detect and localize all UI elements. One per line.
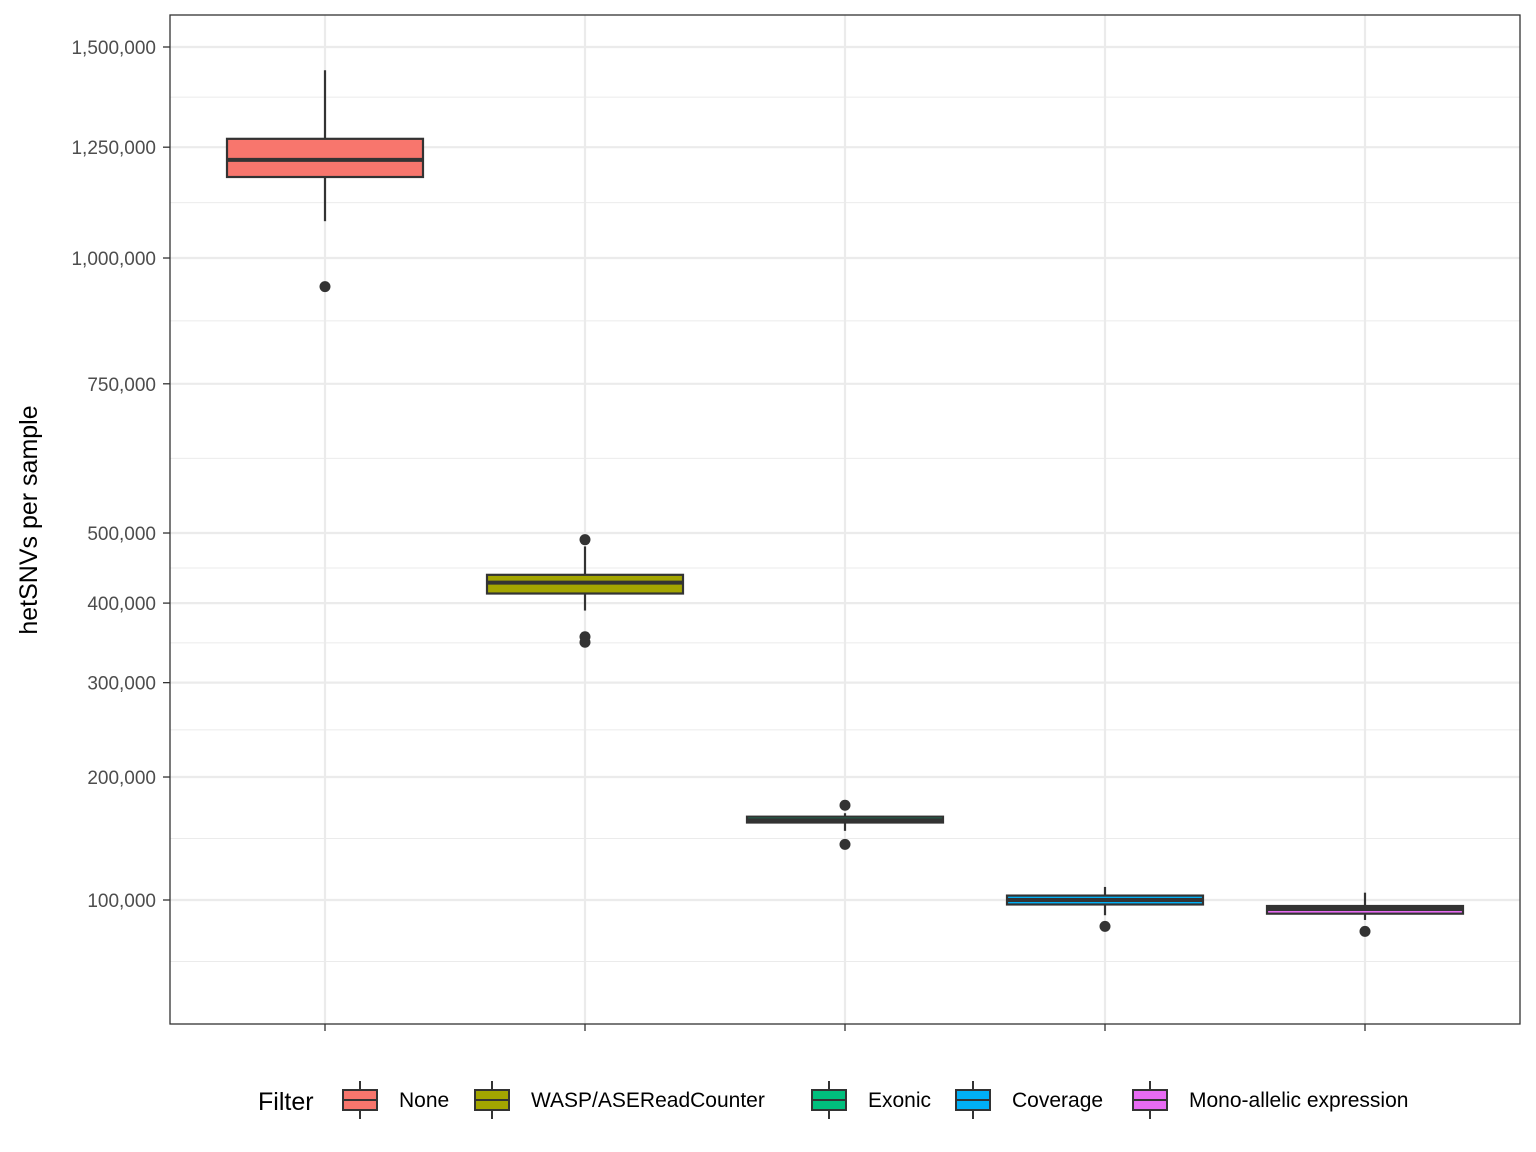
legend-label: Mono-allelic expression [1189,1089,1408,1112]
legend-item: Coverage [955,1081,1103,1119]
y-tick-label: 1,000,000 [71,249,156,270]
outlier-point [1359,925,1371,937]
y-tick-label: 300,000 [87,674,156,695]
box-coverage [1005,886,1205,932]
y-tick-label: 1,500,000 [71,38,156,59]
y-tick-label: 400,000 [87,594,156,615]
outlier-point [579,636,591,648]
boxplot-series [225,70,1465,937]
box-exonic [745,799,945,850]
y-tick-label: 100,000 [87,891,156,912]
major-gridlines [170,15,1520,1024]
y-axis-title: hetSNVs per sample [15,405,43,634]
legend-label: Coverage [1012,1089,1103,1112]
y-tick-label: 750,000 [87,375,156,396]
x-axis [324,1024,1366,1031]
box-none [225,70,425,293]
legend-label: None [399,1089,449,1112]
legend-item: None [342,1081,449,1119]
legend-item: Exonic [811,1081,931,1119]
outlier-point [1099,920,1111,932]
legend-label: Exonic [868,1089,931,1112]
legend-item: Mono-allelic expression [1132,1081,1408,1119]
y-tick-label: 1,250,000 [71,138,156,159]
outlier-point [839,799,851,811]
legend-label: WASP/ASEReadCounter [531,1089,765,1112]
outlier-point [319,281,331,293]
y-tick-label: 500,000 [87,524,156,545]
y-axis: 100,000 200,000 300,000 400,000 500,000 750,0… [71,38,170,912]
box-mono-allelic-expression [1265,892,1465,937]
legend: Filter None WASP/ASEReadCounter Exonic Cove… [258,1081,1408,1119]
outlier-point [839,838,851,850]
box-wasp-asereadcounter [485,534,685,648]
outlier-point [579,534,591,546]
legend-title: Filter [258,1088,314,1116]
legend-item: WASP/ASEReadCounter [474,1081,765,1119]
y-tick-label: 200,000 [87,768,156,789]
